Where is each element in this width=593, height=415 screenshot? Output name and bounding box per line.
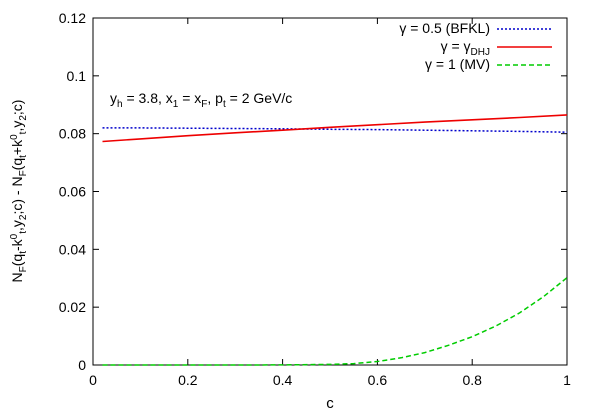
y-tick-label: 0.02 xyxy=(59,299,86,315)
y-tick-label: 0.06 xyxy=(59,184,86,200)
plot-annotation: yh = 3.8, x1 = xF, pt = 2 GeV/c xyxy=(110,90,292,110)
y-tick-label: 0 xyxy=(78,357,86,373)
y-axis-label: NF(qt-k0t,y2;c) - NF(qt+k0t,y2;c) xyxy=(9,100,30,283)
series-line-dhj xyxy=(102,114,568,143)
series-line-bfkl xyxy=(102,127,568,133)
legend: γ = 0.5 (BFKL) γ = γDHJ γ = 1 (MV) xyxy=(399,20,552,72)
y-tick-label: 0.08 xyxy=(59,126,86,142)
series-layer xyxy=(102,114,568,366)
y-tick-label: 0.12 xyxy=(59,10,86,26)
y-tick-label: 0.04 xyxy=(59,241,86,257)
x-axis-label: c xyxy=(326,395,334,412)
axis-ticks: 0 0.2 0.4 0.6 0.8 1 0 0.02 0.04 0.06 0.08 0.1 0.12 xyxy=(59,10,571,388)
legend-label-mv: γ = 1 (MV) xyxy=(425,56,490,72)
legend-label-dhj: γ = γDHJ xyxy=(441,38,490,58)
x-tick-label: 0.2 xyxy=(178,372,198,388)
x-tick-label: 0.8 xyxy=(462,372,482,388)
x-tick-label: 0.6 xyxy=(368,372,388,388)
legend-label-bfkl: γ = 0.5 (BFKL) xyxy=(399,20,490,36)
y-tick-label: 0.1 xyxy=(67,68,87,84)
x-tick-label: 0.4 xyxy=(273,372,293,388)
plot-frame xyxy=(92,17,568,366)
series-line-mv xyxy=(102,277,568,366)
x-tick-label: 0 xyxy=(89,372,97,388)
x-tick-label: 1 xyxy=(563,372,571,388)
